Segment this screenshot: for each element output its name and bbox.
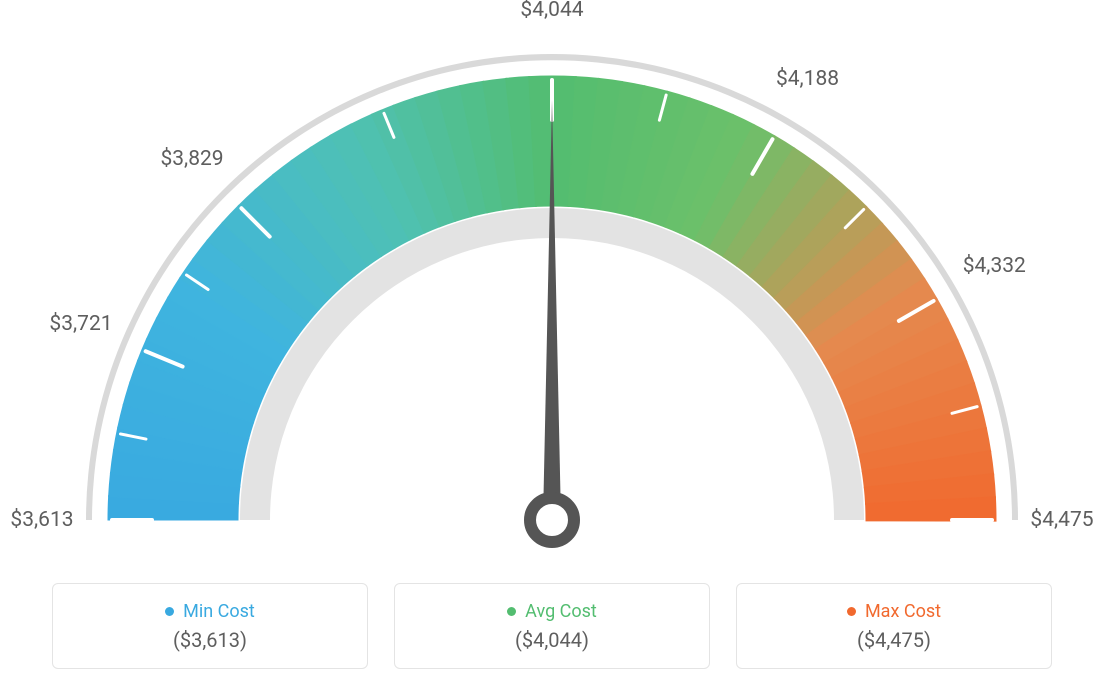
gauge-tick-label: $4,475	[1030, 508, 1093, 532]
max-dot-icon	[847, 607, 856, 616]
min-cost-card: Min Cost ($3,613)	[52, 583, 368, 669]
avg-dot-icon	[507, 607, 516, 616]
max-label-row: Max Cost	[847, 601, 941, 622]
min-value: ($3,613)	[173, 628, 247, 652]
gauge-svg	[0, 0, 1104, 560]
summary-cards: Min Cost ($3,613) Avg Cost ($4,044) Max …	[0, 583, 1104, 669]
gauge-tick-label: $3,721	[49, 312, 112, 336]
avg-value: ($4,044)	[515, 628, 589, 652]
max-value: ($4,475)	[857, 628, 931, 652]
max-cost-card: Max Cost ($4,475)	[736, 583, 1052, 669]
avg-label-row: Avg Cost	[507, 601, 597, 622]
min-label-row: Min Cost	[165, 601, 255, 622]
avg-label: Avg Cost	[525, 601, 597, 622]
gauge-tick-label: $3,829	[160, 147, 223, 171]
avg-cost-card: Avg Cost ($4,044)	[394, 583, 710, 669]
min-label: Min Cost	[183, 601, 255, 622]
min-dot-icon	[165, 607, 174, 616]
max-label: Max Cost	[865, 601, 941, 622]
gauge-tick-label: $4,332	[963, 254, 1026, 278]
gauge-tick-label: $4,044	[520, 0, 583, 22]
gauge-tick-label: $4,188	[776, 67, 839, 91]
gauge-chart: $3,613 $3,721 $3,829 $4,044 $4,188 $4,332 $4,4…	[0, 0, 1104, 560]
gauge-tick-label: $3,613	[10, 508, 73, 532]
